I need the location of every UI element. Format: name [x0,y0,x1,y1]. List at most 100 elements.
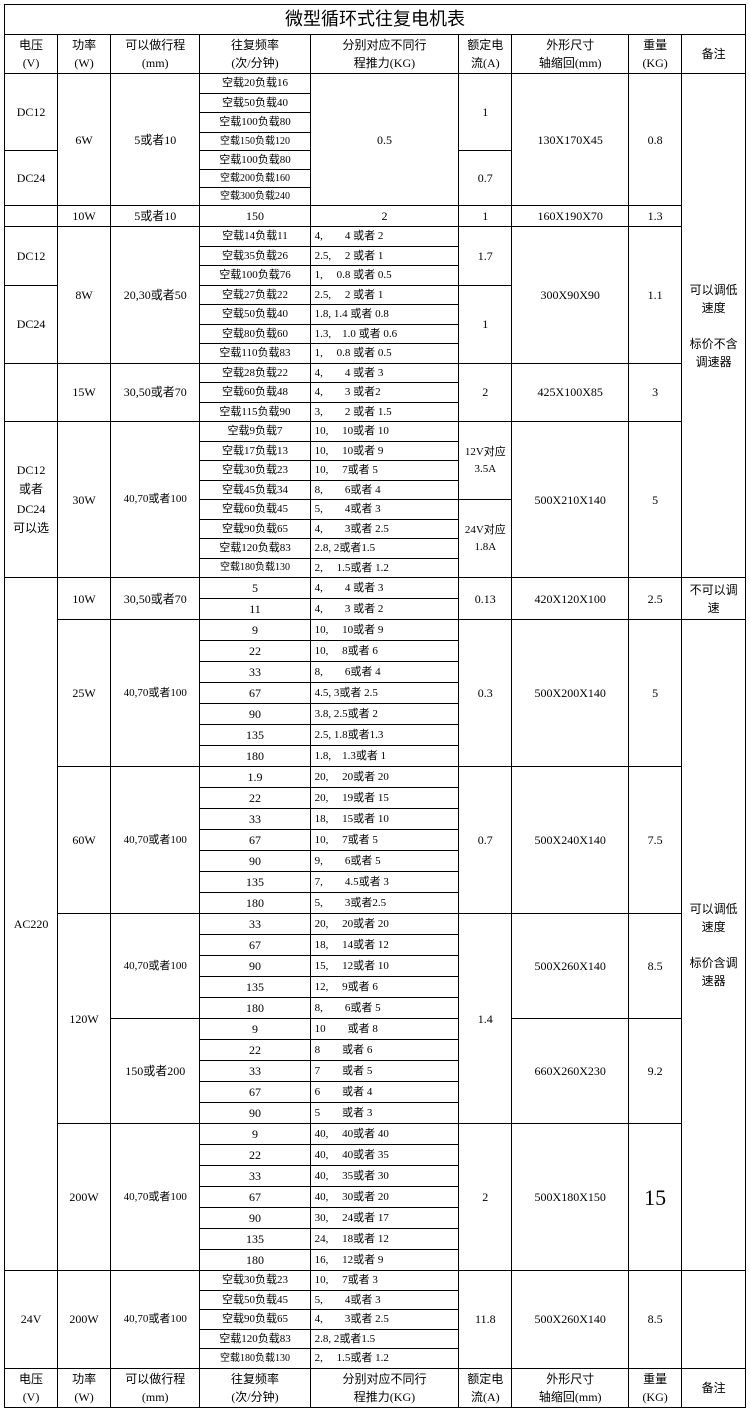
ftr-dim: 外形尺寸轴缩回(mm) [512,1368,629,1407]
cell: 0.7 [459,767,512,914]
cell: 5 [200,578,310,599]
cell: 1.7 [459,227,512,286]
cell: 500X260X140 [512,914,629,1019]
cell: 空载180负载130 [200,1349,310,1369]
cell: 4, 3 或者 2 [310,599,459,620]
cell: 90 [200,956,310,977]
cell: 135 [200,977,310,998]
cell: 1, 0.8 或者 0.5 [310,266,459,286]
cell: 420X120X100 [512,578,629,620]
cell: 20,30或者50 [111,227,200,364]
cell: 空载28负载22 [200,363,310,383]
cell: 500X240X140 [512,767,629,914]
cell: 130X170X45 [512,74,629,206]
cell: 20, 20或者 20 [310,767,459,788]
cell: 180 [200,893,310,914]
cell: 8.5 [629,1271,682,1369]
cell: 500X260X140 [512,1271,629,1369]
hdr-thrust: 分别对应不同行程推力(KG) [310,35,459,74]
cell: 10, 7或者 5 [310,830,459,851]
cell-remark: 可以调低速度标价含调速器 [682,620,746,1271]
cell: 11.8 [459,1271,512,1369]
cell: 22 [200,1040,310,1061]
cell: 24V对应1.8A [459,500,512,578]
cell: 425X100X85 [512,363,629,422]
cell: 5, 4或者 3 [310,1290,459,1310]
cell: 8, 6或者 5 [310,998,459,1019]
cell: 5, 3或者2.5 [310,893,459,914]
cell: 12, 9或者 6 [310,977,459,998]
cell: 4, 3或者 2.5 [310,519,459,539]
cell: 90 [200,1208,310,1229]
table-title: 微型循环式往复电机表 [5,5,746,35]
cell: 5 [629,422,682,578]
cell: 1.8, 1.3或者 1 [310,746,459,767]
cell: 空载180负载130 [200,558,310,578]
cell: 135 [200,1229,310,1250]
cell: 40,70或者100 [111,1124,200,1271]
cell: 2 [310,206,459,227]
cell: 3.8, 2.5或者 2 [310,704,459,725]
cell: DC12或者DC24可以选 [5,422,58,578]
cell: 6 或者 4 [310,1082,459,1103]
cell: 135 [200,872,310,893]
cell: 空载60负载45 [200,500,310,520]
cell: 300X90X90 [512,227,629,364]
cell: 150 [200,206,310,227]
cell: 9 [200,620,310,641]
cell: 空载45负载34 [200,480,310,500]
cell: 12V对应3.5A [459,422,512,500]
cell: 2 [459,363,512,422]
cell: 18, 15或者 10 [310,809,459,830]
cell: 67 [200,935,310,956]
cell: DC24 [5,150,58,206]
cell: 500X210X140 [512,422,629,578]
motor-spec-table: 微型循环式往复电机表 电压(V) 功率(W) 可以做行程(mm) 往复频率(次/… [4,4,746,1408]
hdr-remark: 备注 [682,35,746,74]
cell: 16, 12或者 9 [310,1250,459,1271]
cell: 40,70或者100 [111,1271,200,1369]
cell: 8 或者 6 [310,1040,459,1061]
cell: 2, 1.5或者 1.2 [310,1349,459,1369]
cell: 空载50负载40 [200,93,310,113]
cell: 60W [58,767,111,914]
hdr-stroke: 可以做行程(mm) [111,35,200,74]
cell: 8W [58,227,111,364]
cell: 空载30负载23 [200,1271,310,1291]
cell: 2.8, 2或者1.5 [310,1329,459,1349]
cell: 180 [200,1250,310,1271]
cell: 3, 2 或者 1.5 [310,402,459,422]
cell: 10W [58,578,111,620]
hdr-weight: 重量(KG) [629,35,682,74]
cell: 90 [200,704,310,725]
cell: 9 [200,1124,310,1145]
cell: 40,70或者100 [111,422,200,578]
cell: 空载35负载26 [200,246,310,266]
cell: 5 [629,620,682,767]
cell: 4.5, 3或者 2.5 [310,683,459,704]
cell: 67 [200,830,310,851]
cell: 500X180X150 [512,1124,629,1271]
cell: 0.7 [459,150,512,206]
cell: 9, 6或者 5 [310,851,459,872]
cell: 6W [58,74,111,206]
cell: 90 [200,1103,310,1124]
cell: 空载50负载40 [200,305,310,325]
cell: 200W [58,1271,111,1369]
cell: 空载120负载83 [200,539,310,559]
cell: 150或者200 [111,1019,200,1124]
cell: 1, 0.8 或者 0.5 [310,344,459,364]
cell: 7.5 [629,767,682,914]
cell: 40, 35或者 30 [310,1166,459,1187]
ftr-remark: 备注 [682,1368,746,1407]
cell [5,363,58,422]
cell: 10, 10或者 10 [310,422,459,442]
cell: 2, 1.5或者 1.2 [310,558,459,578]
cell: 8, 6或者 4 [310,480,459,500]
cell: 7, 4.5或者 3 [310,872,459,893]
ftr-stroke: 可以做行程(mm) [111,1368,200,1407]
cell: 空载30负载23 [200,461,310,481]
cell: 40, 40或者 35 [310,1145,459,1166]
cell: 40,70或者100 [111,620,200,767]
cell: 500X200X140 [512,620,629,767]
